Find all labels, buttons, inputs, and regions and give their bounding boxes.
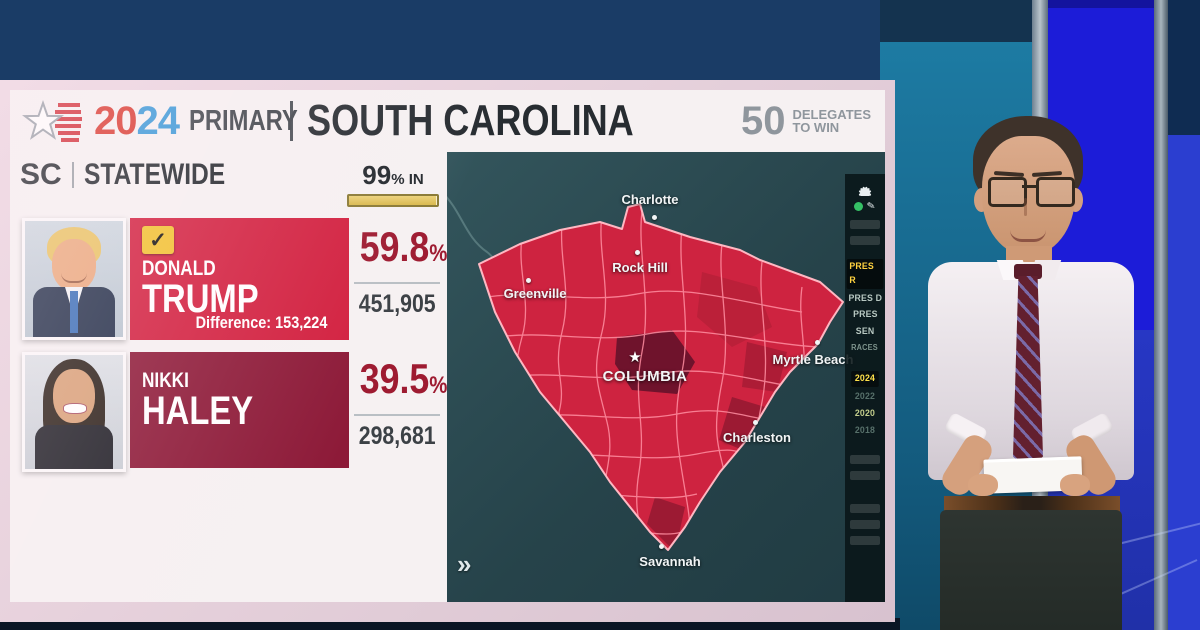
- scope-row: SC STATEWIDE: [20, 158, 256, 192]
- anchor-hand: [1060, 474, 1090, 496]
- peacock-logo-icon: [852, 180, 878, 196]
- city-dot-savannah: [659, 544, 664, 549]
- candidate-first-name: NIKKI: [142, 369, 189, 392]
- city-dot-charleston: [753, 420, 758, 425]
- sidebar-blurred-item[interactable]: [850, 520, 880, 530]
- reporting-progress-fill: [349, 196, 437, 205]
- trump-percent: 59.8%: [359, 223, 448, 270]
- region-scope: STATEWIDE: [83, 158, 225, 191]
- capital-star-icon: ★: [628, 349, 642, 366]
- city-dot-rock-hill: [635, 250, 640, 255]
- candidate-photo-haley: [22, 352, 126, 472]
- election-logo: 2024 PRIMARY: [10, 95, 298, 147]
- city-dot-charlotte: [652, 215, 657, 220]
- region-abbr: SC: [20, 158, 62, 191]
- candidate-namebox-haley: NIKKI HALEY: [130, 352, 349, 468]
- candidate-first-name: DONALD: [142, 257, 216, 280]
- glasses-icon: [988, 177, 1027, 207]
- sidebar-blurred-item[interactable]: [850, 504, 880, 514]
- candidate-namebox-trump: ✓ DONALD TRUMP Difference: 153,224: [130, 218, 349, 340]
- studio-blue-panel: [1168, 0, 1200, 630]
- live-status-icon: [854, 202, 864, 211]
- anchor-face: [982, 136, 1075, 256]
- sidebar-item-pres-d[interactable]: PRES D: [848, 292, 882, 304]
- anchor-pants: [940, 510, 1122, 630]
- delegates-to-win: 50 DELEGATES TO WIN: [741, 99, 885, 144]
- haley-face: [53, 369, 95, 423]
- reporting-indicator: 99% IN: [347, 160, 439, 207]
- trump-face: [52, 239, 96, 291]
- glasses-bridge: [1022, 185, 1036, 188]
- anchor-tie: [1013, 276, 1043, 472]
- tie-knot: [1014, 264, 1042, 279]
- sidebar-year-2022[interactable]: 2022: [854, 391, 876, 403]
- sidebar-item-races[interactable]: RACES: [851, 342, 879, 352]
- candidate-last-name: TRUMP: [142, 277, 259, 322]
- header-divider: [290, 101, 293, 141]
- studio-panel-frame: [1154, 0, 1168, 630]
- city-dot-myrtle-beach: [815, 340, 820, 345]
- richland-county-dark: [615, 330, 695, 394]
- haley-percent: 39.5%: [359, 355, 448, 402]
- city-label-savannah: Savannah: [639, 554, 701, 569]
- haley-top: [35, 425, 113, 469]
- city-label-charlotte: Charlotte: [621, 192, 679, 207]
- state-map-panel[interactable]: Charlotte Rock Hill Greenville ★ COLUMBI…: [447, 152, 885, 602]
- sidebar-item-pres[interactable]: PRES: [852, 309, 878, 321]
- sidebar-blurred-item[interactable]: [850, 536, 880, 546]
- sidebar-item-sen[interactable]: SEN: [855, 326, 875, 338]
- anchor-mouth: [1010, 230, 1046, 242]
- stat-divider: [354, 282, 440, 284]
- sidebar-year-2018[interactable]: 2018: [854, 424, 876, 436]
- anchor-hand: [968, 474, 998, 496]
- board-header: 2024 PRIMARY SOUTH CAROLINA 50 DELEGATES…: [10, 90, 885, 153]
- flag-stripes: [52, 103, 82, 142]
- sidebar-blurred-item[interactable]: [850, 236, 880, 245]
- sidebar-year-2020[interactable]: 2020: [854, 407, 876, 419]
- star-stripes-icon: [22, 95, 86, 147]
- sidebar-blurred-item[interactable]: [850, 455, 880, 465]
- logo-event-label: PRIMARY: [189, 104, 298, 137]
- winner-check-icon: ✓: [142, 226, 174, 254]
- south-carolina-county-map: [447, 196, 844, 551]
- candidate-stats-haley: 39.5% 298,681: [352, 355, 448, 451]
- trump-votes: 451,905: [358, 290, 436, 318]
- sidebar-blurred-item[interactable]: [850, 471, 880, 481]
- city-dot-greenville: [526, 278, 531, 283]
- sidebar-blurred-item[interactable]: [850, 220, 880, 229]
- candidate-last-name: HALEY: [142, 389, 254, 434]
- board-screen[interactable]: 2024 PRIMARY SOUTH CAROLINA 50 DELEGATES…: [10, 90, 885, 602]
- city-label-greenville: Greenville: [503, 286, 567, 301]
- glasses-icon: [1036, 177, 1075, 207]
- anchor-belt: [944, 496, 1120, 512]
- reporting-suffix: % IN: [391, 171, 424, 188]
- city-label-columbia: COLUMBIA: [602, 368, 688, 385]
- city-label-myrtle-beach: Myrtle Beach: [772, 352, 854, 367]
- map-sidebar: ✎ PRES R PRES D PRES SEN RACES 2024 2022…: [845, 174, 885, 602]
- city-label-charleston: Charleston: [723, 430, 791, 445]
- candidate-stats-trump: 59.8% 451,905: [352, 223, 448, 319]
- stat-divider: [354, 414, 440, 416]
- sidebar-year-2024[interactable]: 2024: [851, 371, 879, 388]
- reporting-value: 99: [362, 160, 392, 190]
- difference-label: Difference: 153,224: [195, 313, 328, 332]
- election-board: 2024 PRIMARY SOUTH CAROLINA 50 DELEGATES…: [0, 80, 895, 622]
- haley-votes: 298,681: [358, 422, 436, 450]
- candidate-photo-trump: [22, 218, 126, 340]
- city-label-rock-hill: Rock Hill: [612, 260, 668, 275]
- sidebar-item-pres-r[interactable]: PRES R: [846, 259, 884, 289]
- reporting-progress-track: [347, 194, 439, 207]
- sidebar-status-row: ✎: [854, 200, 877, 213]
- delegates-label: DELEGATES TO WIN: [792, 107, 872, 135]
- pencil-icon: ✎: [866, 200, 877, 213]
- anchor-nose: [1024, 198, 1027, 216]
- delegates-count: 50: [741, 98, 786, 143]
- haley-smile: [63, 403, 87, 414]
- results-panel: SC STATEWIDE 99% IN: [10, 152, 447, 602]
- scope-divider: [71, 162, 74, 188]
- logo-year: 2024: [94, 98, 180, 143]
- expand-chevrons-button[interactable]: »: [457, 549, 472, 579]
- state-title: SOUTH CAROLINA: [307, 96, 634, 145]
